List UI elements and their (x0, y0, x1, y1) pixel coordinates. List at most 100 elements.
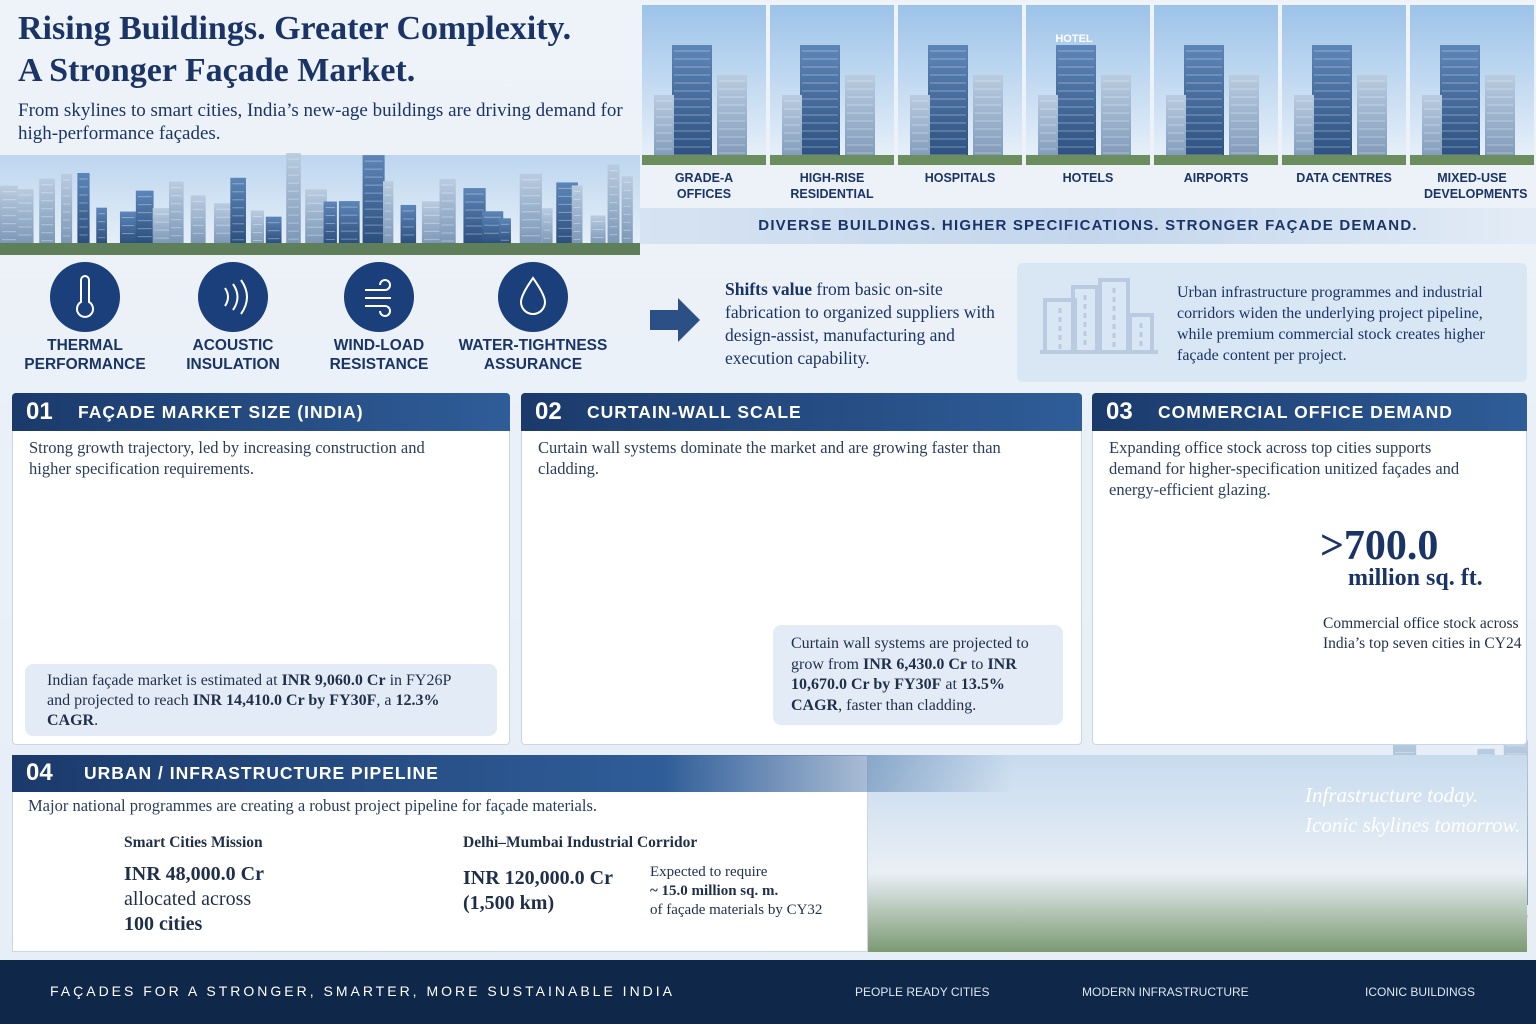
building (498, 218, 511, 245)
building (135, 190, 154, 245)
item-detail: Expected to require ~ 15.0 million sq. m.… (650, 863, 822, 920)
item-name: Smart Cities Mission (124, 834, 263, 851)
text-part: , a (376, 692, 396, 709)
text-part: Indian façade market is estimated at (47, 672, 282, 689)
building (782, 95, 802, 165)
building (1440, 45, 1480, 165)
text-part: INR 6,430.0 Cr (862, 655, 967, 673)
panel-intro: Expanding office stock across top cities… (1109, 438, 1460, 499)
building (168, 181, 184, 245)
text-part: INR 10,670.0 Cr by FY30F (791, 655, 1017, 694)
building (1056, 45, 1096, 165)
note: Indian façade market is estimated at INR… (25, 664, 497, 736)
title-line: Rising Buildings. Greater Complexity. (18, 10, 572, 47)
building (250, 210, 265, 245)
building (338, 201, 360, 245)
tagline: Infrastructure today. (1305, 783, 1479, 807)
panel (1092, 393, 1527, 745)
building (77, 172, 90, 245)
building-type: DATA CENTRES (1296, 171, 1392, 185)
building (1229, 75, 1259, 165)
building (571, 185, 583, 245)
building (928, 45, 968, 165)
building (305, 189, 327, 245)
item-lines: INR 120,000.0 Cr (1,500 km) (463, 866, 613, 916)
footer-slogan: FAÇADES FOR A STRONGER, SMARTER, MORE SU… (50, 983, 676, 999)
building (1184, 45, 1224, 165)
text-part: from basic on-site fabrication to organi… (725, 279, 995, 368)
building-type: AIRPORTS (1183, 171, 1249, 185)
text-part: 100 cities (124, 913, 203, 935)
footer-item: PEOPLE READY CITIES (855, 985, 990, 999)
building (910, 95, 930, 165)
footer (0, 960, 1536, 1024)
panel-intro: Curtain wall systems dominate the market… (538, 438, 1001, 478)
stat-caption: Commercial office stock across India’s t… (1323, 615, 1522, 652)
panel-title: CURTAIN-WALL SCALE (587, 402, 802, 422)
tile-ground (1026, 155, 1150, 165)
building (439, 178, 456, 245)
panel-title: FAÇADE MARKET SIZE (INDIA) (78, 402, 364, 422)
banner: DIVERSE BUILDINGS. HIGHER SPECIFICATIONS… (640, 208, 1536, 244)
text-part: INR 120,000.0 Cr (463, 867, 613, 889)
building (0, 185, 18, 245)
panel-intro: Strong growth trajectory, led by increas… (29, 438, 425, 478)
building (717, 75, 747, 165)
hotel-sign: HOTEL (1055, 33, 1093, 45)
urban-box (1017, 263, 1527, 382)
text-part: Shifts value (725, 279, 813, 299)
feature-label: THERMAL PERFORMANCE (24, 337, 146, 373)
panel-title: COMMERCIAL OFFICE DEMAND (1158, 402, 1453, 422)
text-part: ~ 15.0 million sq. m. (650, 883, 779, 899)
panel-header (12, 393, 510, 431)
text-part: Curtain wall systems are projected to gr… (791, 635, 1029, 673)
feature-icon (498, 262, 568, 332)
tile-ground (642, 155, 766, 165)
text-part: Expected to require (650, 864, 768, 880)
text-part: INR 14,410.0 Cr by FY30F (192, 692, 377, 709)
feature-icon (50, 262, 120, 332)
building (421, 201, 446, 245)
building (845, 75, 875, 165)
building (1485, 75, 1515, 165)
footer-item: MODERN INFRASTRUCTURE (1082, 985, 1249, 999)
footer-item: ICONIC BUILDINGS (1365, 985, 1476, 999)
urban-note: Urban infrastructure programmes and indu… (1177, 284, 1485, 364)
stat-unit: million sq. ft. (1348, 565, 1483, 591)
building (463, 188, 486, 245)
building-type: MIXED-USE DEVELOPMENTS (1424, 171, 1528, 201)
building (61, 173, 73, 245)
feature-label: WATER-TIGHTNESS ASSURANCE (458, 337, 608, 373)
tile-ground (898, 155, 1022, 165)
building (382, 181, 394, 245)
feature-glyph (76, 275, 94, 318)
panel-number: 03 (1106, 398, 1133, 425)
panel-number: 01 (26, 398, 53, 425)
text-part: at (941, 676, 961, 693)
note: Curtain wall systems are projected to gr… (773, 625, 1063, 725)
building (1166, 95, 1186, 165)
building (621, 176, 633, 245)
text-part: INR 48,000.0 Cr (124, 863, 264, 885)
building (1294, 95, 1314, 165)
building (542, 208, 553, 245)
feature-glyph (519, 276, 547, 315)
building (1422, 95, 1442, 165)
building (362, 155, 385, 245)
building (1312, 45, 1352, 165)
tagline: Iconic skylines tomorrow. (1305, 813, 1521, 837)
building-type: HIGH-RISE RESIDENTIAL (790, 171, 874, 201)
tile-ground (1410, 155, 1534, 165)
text-part: to (966, 655, 988, 673)
value-shift: Shifts value from basic on-site fabricat… (725, 278, 1010, 370)
building (590, 215, 606, 245)
building (973, 75, 1003, 165)
panel-number: 04 (26, 759, 53, 786)
building (96, 207, 107, 245)
building-type: HOSPITALS (924, 171, 996, 185)
building-type: HOTELS (1062, 171, 1114, 185)
text-part: (1,500 km) (463, 892, 555, 914)
building (800, 45, 840, 165)
building (1101, 75, 1131, 165)
